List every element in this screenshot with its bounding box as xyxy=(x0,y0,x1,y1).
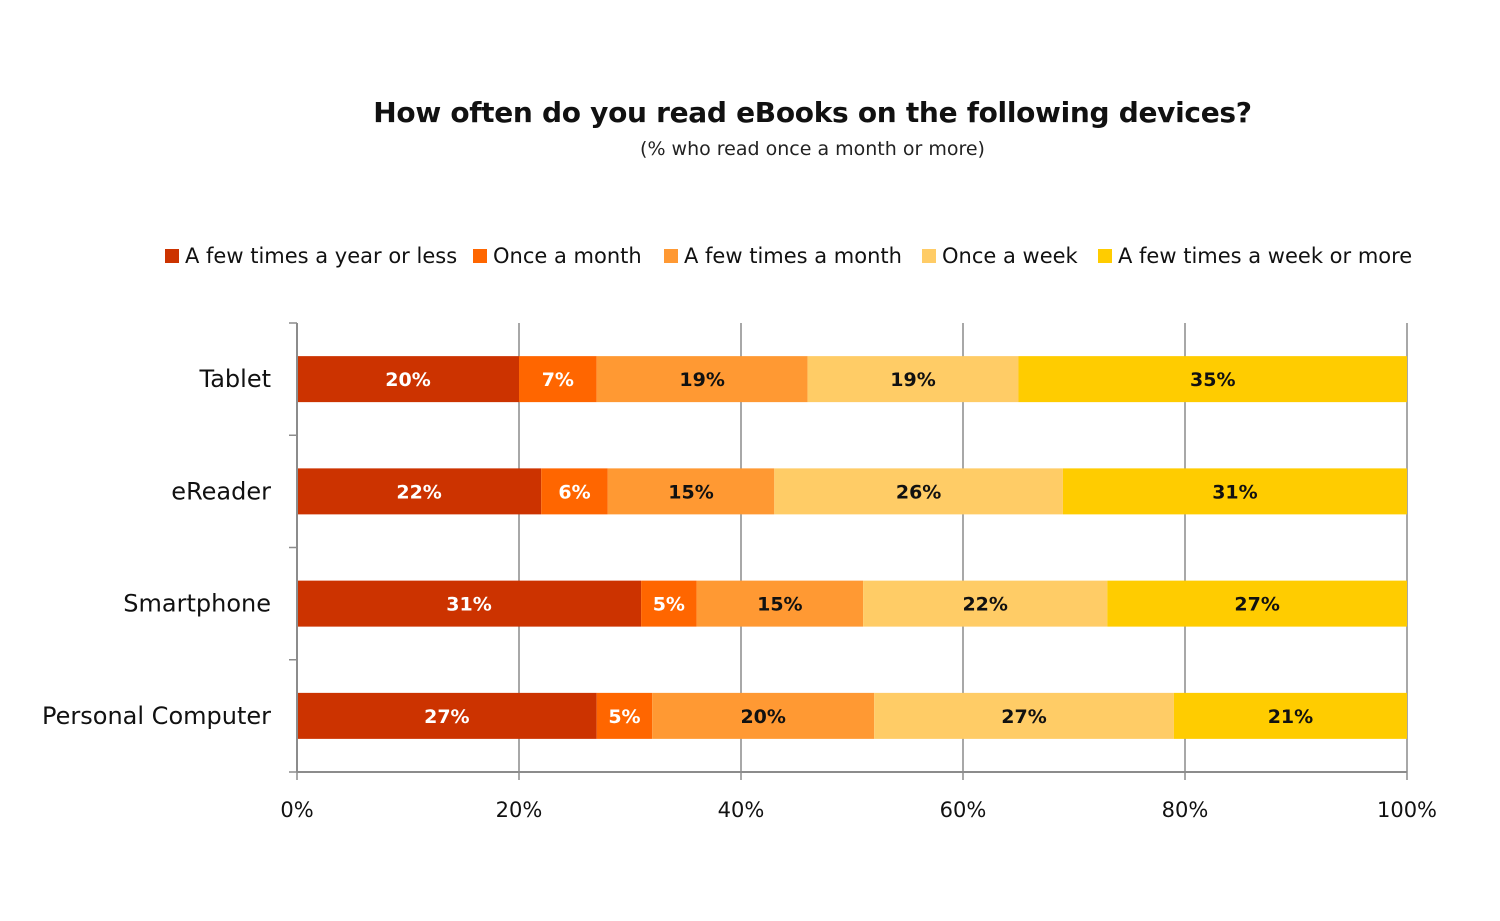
data-label: 22% xyxy=(396,481,441,503)
data-label: 35% xyxy=(1190,369,1235,391)
data-label: 31% xyxy=(446,594,491,616)
legend-label: A few times a week or more xyxy=(1118,244,1413,268)
bar-segment xyxy=(1018,356,1407,403)
category-label: Personal Computer xyxy=(42,702,271,730)
data-label: 26% xyxy=(896,481,941,503)
bar-segment xyxy=(641,580,697,627)
bar-segment xyxy=(297,468,542,515)
legend-item-few-times-a-year: A few times a year or less xyxy=(165,240,457,272)
x-tick-label: 60% xyxy=(940,798,987,822)
bar-segment xyxy=(696,580,864,627)
legend-swatch xyxy=(922,249,936,263)
x-tick-label: 40% xyxy=(718,798,765,822)
x-tick-label: 80% xyxy=(1162,798,1209,822)
bar-segment xyxy=(1062,468,1407,515)
chart-subtitle: (% who read once a month or more) xyxy=(640,138,985,160)
category-label: Smartphone xyxy=(123,590,271,618)
data-label: 31% xyxy=(1212,481,1257,503)
data-label: 6% xyxy=(558,481,590,503)
data-label: 7% xyxy=(542,369,574,391)
x-tick-label: 0% xyxy=(280,798,313,822)
bar-segment xyxy=(652,692,875,739)
bar-segment xyxy=(774,468,1063,515)
legend-label: Once a week xyxy=(942,244,1078,268)
x-tick-label: 100% xyxy=(1377,798,1437,822)
data-label: 27% xyxy=(424,706,469,728)
bar-segment xyxy=(541,468,608,515)
data-label: 27% xyxy=(1234,594,1279,616)
legend-item-few-times-a-month: A few times a month xyxy=(664,240,902,272)
bar-segment xyxy=(874,692,1174,739)
legend-item-once-a-month: Once a month xyxy=(473,240,642,272)
data-label: 5% xyxy=(653,594,685,616)
legend-label: A few times a year or less xyxy=(185,244,458,268)
legend: A few times a year or less Once a month … xyxy=(165,240,1465,272)
legend-swatch xyxy=(1098,249,1112,263)
bar-segment xyxy=(596,356,808,403)
bar-segment xyxy=(863,580,1108,627)
data-label: 22% xyxy=(962,594,1007,616)
x-tick-label: 20% xyxy=(496,798,543,822)
bar-segment xyxy=(519,356,597,403)
data-label: 21% xyxy=(1268,706,1313,728)
data-label: 15% xyxy=(668,481,713,503)
bar-segment xyxy=(297,692,597,739)
chart-title: How often do you read eBooks on the foll… xyxy=(373,96,1252,129)
bar-segment xyxy=(297,580,642,627)
bar-segment xyxy=(1173,692,1407,739)
legend-label: A few times a month xyxy=(684,244,902,268)
legend-swatch xyxy=(664,249,678,263)
data-label: 19% xyxy=(890,369,935,391)
bar-segment xyxy=(607,468,775,515)
legend-item-few-times-a-week: A few times a week or more xyxy=(1098,240,1412,272)
bar-segment xyxy=(807,356,1019,403)
bar-segment xyxy=(596,692,653,739)
data-label: 27% xyxy=(1001,706,1046,728)
category-label: Tablet xyxy=(199,365,271,393)
bar-segment xyxy=(1107,580,1407,627)
data-label: 15% xyxy=(757,594,802,616)
category-label: eReader xyxy=(171,477,271,505)
bar-segment xyxy=(297,356,519,403)
legend-swatch xyxy=(165,249,179,263)
legend-swatch xyxy=(473,249,487,263)
data-label: 20% xyxy=(385,369,430,391)
data-label: 19% xyxy=(679,369,724,391)
legend-label: Once a month xyxy=(493,244,642,268)
data-label: 5% xyxy=(608,706,640,728)
legend-item-once-a-week: Once a week xyxy=(922,240,1078,272)
data-label: 20% xyxy=(740,706,785,728)
